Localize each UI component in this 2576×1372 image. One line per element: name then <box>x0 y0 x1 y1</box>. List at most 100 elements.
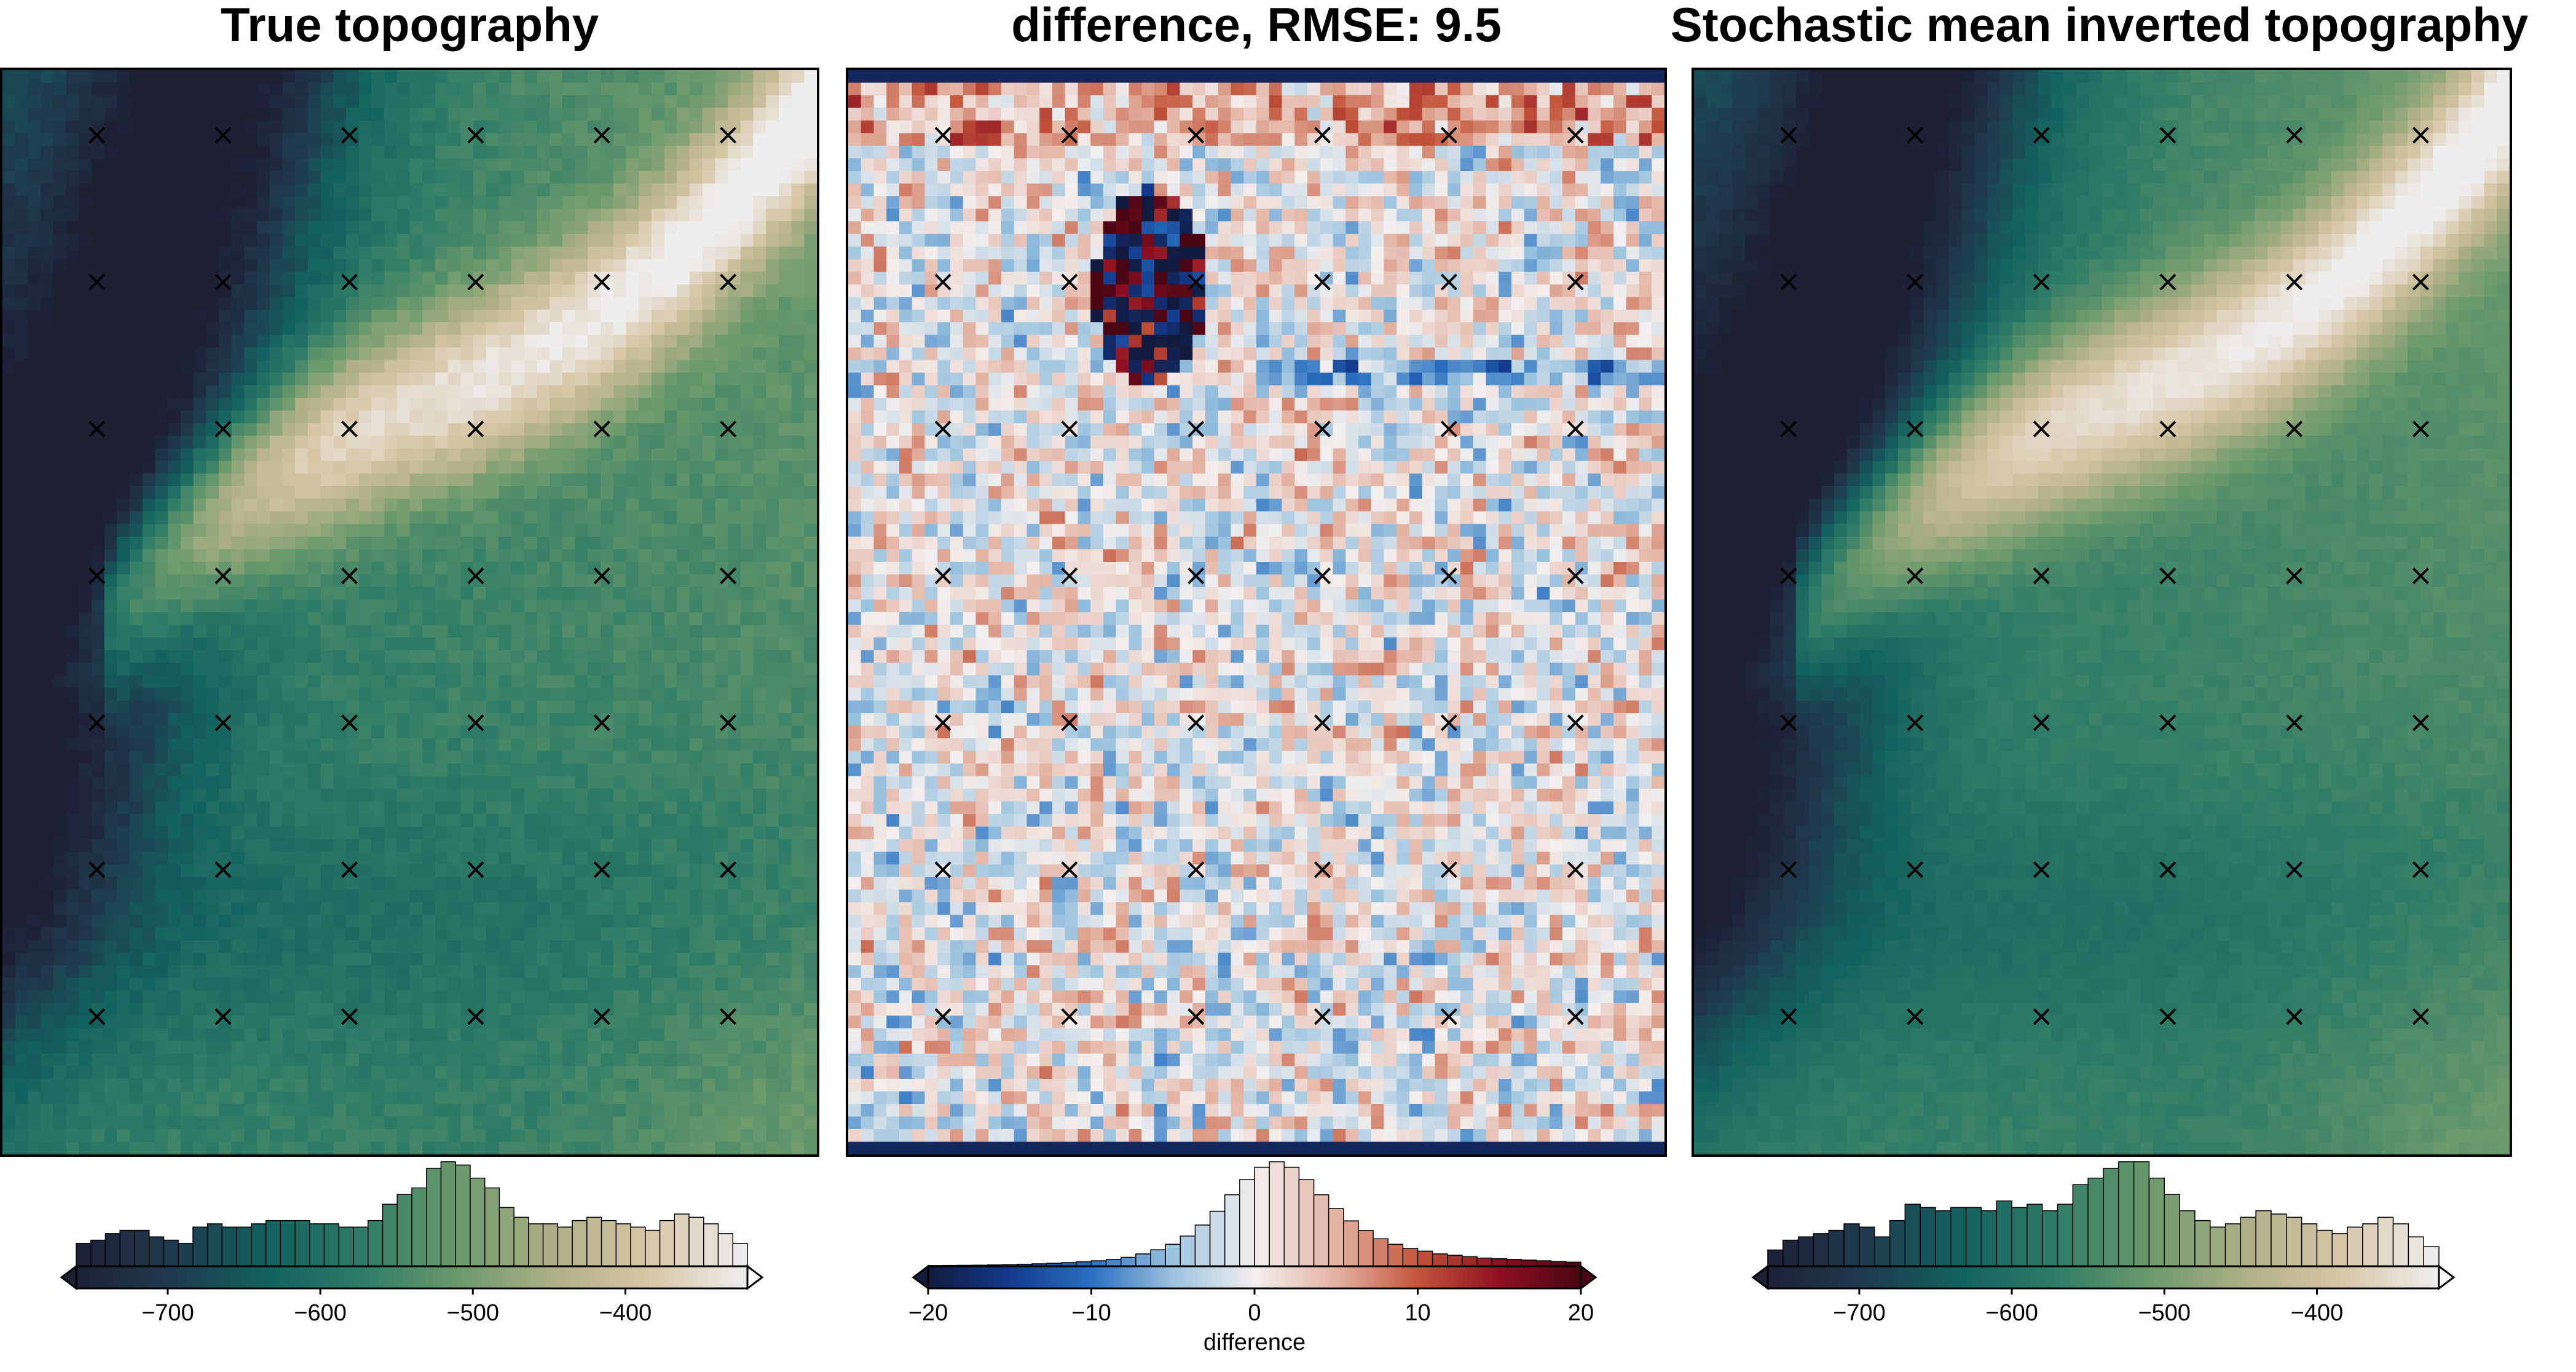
heatmap-cell <box>206 625 219 638</box>
heatmap-cell <box>231 1003 245 1016</box>
heatmap-cell <box>41 915 54 928</box>
heatmap-cell <box>575 586 588 601</box>
heatmap-cell <box>345 360 360 373</box>
heatmap-cell <box>66 524 79 537</box>
heatmap-cell <box>130 385 143 398</box>
heatmap-cell <box>333 334 347 348</box>
heatmap-cell <box>689 309 703 323</box>
heatmap-cell <box>460 70 474 84</box>
heatmap-cell <box>473 725 487 739</box>
heatmap-cell <box>358 1041 372 1054</box>
heatmap-cell <box>664 549 677 562</box>
heatmap-cell <box>778 940 792 953</box>
heatmap-cell <box>104 133 117 146</box>
heatmap-cell <box>79 889 92 903</box>
heatmap-cell <box>511 789 525 802</box>
heatmap-cell <box>511 133 525 146</box>
heatmap-cell <box>104 486 117 499</box>
heatmap-cell <box>180 524 194 537</box>
heatmap-cell <box>257 826 270 840</box>
heatmap-cell <box>677 82 690 96</box>
heatmap-cell <box>295 965 309 979</box>
heatmap-cell <box>91 738 105 752</box>
heatmap-cell <box>307 108 321 121</box>
heatmap-cell <box>117 486 130 499</box>
heatmap-cell <box>422 524 436 537</box>
heatmap-cell <box>193 183 207 197</box>
heatmap-cell <box>422 814 436 827</box>
heatmap-cell <box>231 977 245 991</box>
heatmap-cell <box>295 574 309 588</box>
heatmap-cell <box>613 398 627 411</box>
heatmap-cell <box>435 460 449 474</box>
heatmap-cell <box>142 120 156 134</box>
heatmap-cell <box>524 549 538 562</box>
heatmap-cell <box>486 208 500 222</box>
heatmap-cell <box>104 915 117 928</box>
heatmap-cell <box>804 1003 817 1016</box>
heatmap-cell <box>613 309 627 323</box>
heatmap-cell <box>613 902 627 915</box>
heatmap-cell <box>295 272 309 285</box>
heatmap-cell <box>562 171 576 184</box>
heatmap-cell <box>460 309 474 323</box>
heatmap-cell <box>206 814 219 827</box>
heatmap-cell <box>639 82 652 96</box>
heatmap-cell <box>435 234 449 247</box>
heatmap-cell <box>626 965 639 979</box>
heatmap-cell <box>168 561 181 575</box>
heatmap-cell <box>486 423 500 436</box>
heatmap-cell <box>524 574 538 588</box>
heatmap-cell <box>562 309 576 323</box>
heatmap-cell <box>524 826 538 840</box>
heatmap-cell <box>447 977 461 991</box>
heatmap-cell <box>664 360 677 373</box>
heatmap-cell <box>193 612 207 626</box>
heatmap-cell <box>257 70 270 84</box>
heatmap-cell <box>664 952 677 966</box>
heatmap-cell <box>613 549 627 562</box>
heatmap-cell <box>206 751 219 764</box>
heatmap-cell <box>28 536 41 550</box>
heatmap-cell <box>728 259 741 272</box>
heatmap-cell <box>626 398 639 411</box>
heatmap-cell <box>180 259 194 272</box>
heatmap-cell <box>804 700 817 714</box>
heatmap-cell <box>384 599 398 613</box>
heatmap-cell <box>333 234 347 247</box>
heatmap-cell <box>473 851 487 865</box>
heatmap-cell <box>371 334 385 348</box>
heatmap-cell <box>244 208 258 222</box>
heatmap-cell <box>41 536 54 550</box>
heatmap-cell <box>28 927 41 940</box>
heatmap-cell <box>486 196 500 210</box>
heatmap-cell <box>53 574 67 588</box>
heatmap-cell <box>409 713 423 727</box>
heatmap-cell <box>715 272 728 285</box>
heatmap-cell <box>486 183 500 197</box>
heatmap-cell <box>15 108 29 121</box>
heatmap-cell <box>193 637 207 651</box>
heatmap-cell <box>79 146 92 159</box>
heatmap-cell <box>142 889 156 903</box>
heatmap-cell <box>447 713 461 727</box>
heatmap-cell <box>588 120 601 134</box>
heatmap-cell <box>435 574 449 588</box>
heatmap-cell <box>15 460 29 474</box>
heatmap-cell <box>791 246 805 260</box>
heatmap-cell <box>562 511 576 525</box>
heatmap-cell <box>117 460 130 474</box>
heatmap-cell <box>435 977 449 991</box>
heatmap-cell <box>15 435 29 449</box>
heatmap-cell <box>257 814 270 827</box>
heatmap-cell <box>168 915 181 928</box>
heatmap-cell <box>715 725 728 739</box>
heatmap-cell <box>537 940 550 953</box>
heatmap-cell <box>2 851 16 865</box>
heatmap-cell <box>320 625 334 638</box>
heatmap-cell <box>142 360 156 373</box>
heatmap-cell <box>778 776 792 789</box>
heatmap-cell <box>257 1041 270 1054</box>
heatmap-cell <box>715 1041 728 1054</box>
heatmap-cell <box>117 82 130 96</box>
